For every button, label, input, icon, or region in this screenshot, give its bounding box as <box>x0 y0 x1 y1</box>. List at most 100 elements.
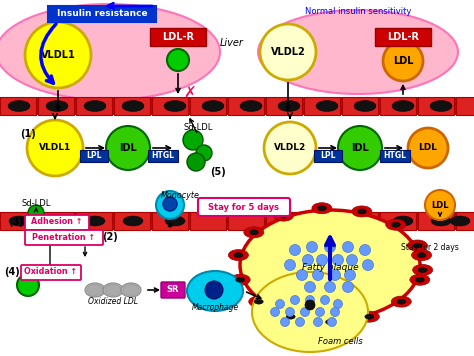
Circle shape <box>343 282 354 293</box>
Bar <box>76 212 112 230</box>
Text: VLDL2: VLDL2 <box>271 47 305 57</box>
Text: Oxidation ↑: Oxidation ↑ <box>25 267 78 277</box>
Ellipse shape <box>365 314 374 319</box>
Circle shape <box>316 308 325 316</box>
Bar <box>342 97 378 115</box>
Circle shape <box>338 126 382 170</box>
Circle shape <box>425 190 455 220</box>
Ellipse shape <box>413 265 433 276</box>
Ellipse shape <box>286 314 295 319</box>
Ellipse shape <box>234 253 243 258</box>
Ellipse shape <box>312 203 332 214</box>
Bar <box>0 97 474 115</box>
Text: (3): (3) <box>8 217 24 227</box>
Circle shape <box>345 269 356 281</box>
FancyBboxPatch shape <box>25 230 103 245</box>
Bar <box>76 97 112 115</box>
Bar <box>266 97 302 115</box>
Circle shape <box>281 318 290 326</box>
Bar <box>380 97 416 115</box>
Circle shape <box>363 260 374 271</box>
Ellipse shape <box>249 296 269 307</box>
Circle shape <box>312 269 323 281</box>
FancyBboxPatch shape <box>198 198 290 216</box>
Text: LDL-R: LDL-R <box>387 32 419 42</box>
Bar <box>228 212 264 230</box>
Ellipse shape <box>8 100 30 111</box>
Circle shape <box>320 295 329 304</box>
Circle shape <box>305 300 315 310</box>
Ellipse shape <box>85 216 105 226</box>
Bar <box>114 97 150 115</box>
Bar <box>150 28 206 46</box>
Ellipse shape <box>407 240 428 251</box>
Text: Penetration ↑: Penetration ↑ <box>32 232 96 241</box>
Ellipse shape <box>281 311 301 322</box>
Bar <box>375 28 431 46</box>
Text: LDL-R: LDL-R <box>162 32 194 42</box>
Circle shape <box>307 241 318 252</box>
Ellipse shape <box>123 284 139 295</box>
Circle shape <box>359 245 371 256</box>
Bar <box>418 212 454 230</box>
Text: Stay for 5 days: Stay for 5 days <box>209 203 280 211</box>
Circle shape <box>187 153 205 171</box>
Bar <box>228 97 264 115</box>
Circle shape <box>205 281 223 299</box>
Bar <box>148 150 178 162</box>
Ellipse shape <box>391 222 400 227</box>
Circle shape <box>264 122 316 174</box>
Text: Insulin resistance: Insulin resistance <box>57 10 147 19</box>
Circle shape <box>106 126 150 170</box>
Text: IDL: IDL <box>351 143 369 153</box>
Circle shape <box>25 22 91 88</box>
Text: Foam cells: Foam cells <box>318 337 363 346</box>
Text: VLDL1: VLDL1 <box>41 50 75 60</box>
Ellipse shape <box>47 216 67 226</box>
Circle shape <box>325 282 336 293</box>
Circle shape <box>328 318 337 326</box>
Circle shape <box>297 269 308 281</box>
Bar <box>190 97 226 115</box>
Bar <box>152 212 188 230</box>
Bar <box>304 212 340 230</box>
Bar <box>152 97 188 115</box>
Circle shape <box>301 308 310 316</box>
Ellipse shape <box>316 100 338 111</box>
Circle shape <box>306 295 315 304</box>
Ellipse shape <box>240 100 262 111</box>
Ellipse shape <box>254 299 263 304</box>
Ellipse shape <box>228 250 248 261</box>
Text: Normal insulin sensitivity: Normal insulin sensitivity <box>305 6 411 16</box>
FancyBboxPatch shape <box>25 215 89 230</box>
Bar <box>0 212 474 230</box>
Circle shape <box>408 128 448 168</box>
Ellipse shape <box>0 4 220 100</box>
Circle shape <box>196 145 212 161</box>
Circle shape <box>167 49 189 71</box>
Ellipse shape <box>431 216 451 226</box>
Ellipse shape <box>359 311 379 322</box>
Text: VLDL1: VLDL1 <box>39 143 71 152</box>
Text: ✗: ✗ <box>183 85 196 100</box>
Ellipse shape <box>355 216 375 226</box>
Bar <box>38 212 74 230</box>
Ellipse shape <box>393 216 413 226</box>
Text: LPL: LPL <box>86 152 102 161</box>
Ellipse shape <box>9 216 29 226</box>
Circle shape <box>295 318 304 326</box>
Circle shape <box>304 282 316 293</box>
Circle shape <box>28 205 44 221</box>
Ellipse shape <box>46 100 68 111</box>
Text: IDL: IDL <box>119 143 137 153</box>
Bar <box>342 212 378 230</box>
Text: Stay for 2 days: Stay for 2 days <box>401 242 459 251</box>
Ellipse shape <box>279 213 288 218</box>
FancyBboxPatch shape <box>161 282 185 298</box>
Bar <box>114 212 150 230</box>
Text: HTGL: HTGL <box>152 152 174 161</box>
Ellipse shape <box>415 277 424 282</box>
Ellipse shape <box>386 219 406 230</box>
Text: Sd-LDL: Sd-LDL <box>183 124 213 132</box>
Ellipse shape <box>249 230 258 235</box>
